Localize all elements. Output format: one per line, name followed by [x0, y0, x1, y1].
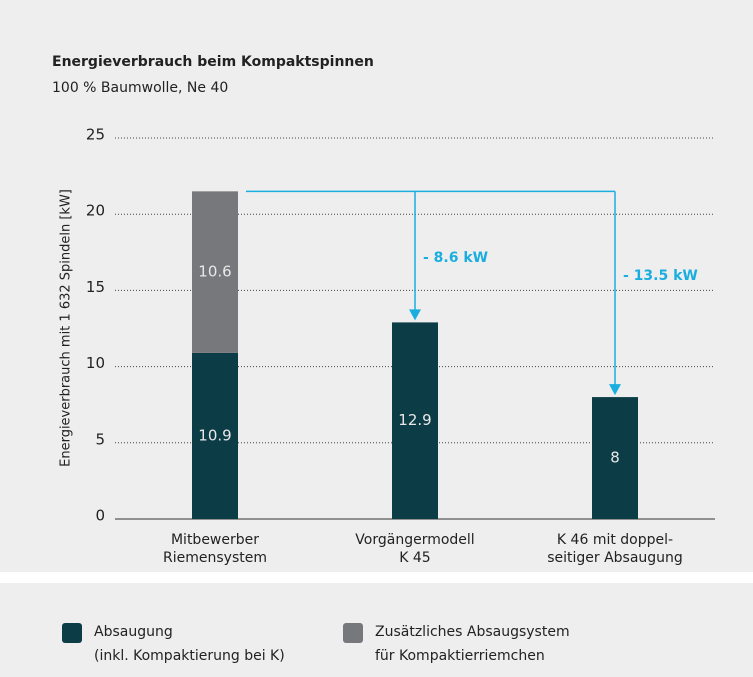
- legend-label-line: Absaugung: [94, 624, 173, 640]
- chart-subtitle: 100 % Baumwolle, Ne 40: [52, 80, 228, 96]
- x-tick-label-line: K 45: [399, 550, 430, 566]
- legend-label-line: Zusätzliches Absaugsystem: [375, 624, 570, 640]
- data-label: 12.9: [398, 411, 431, 429]
- legend-label: Absaugung (inkl. Kompaktierung bei K): [94, 624, 285, 664]
- arrow-head: [409, 309, 421, 321]
- x-tick-label-line: Mitbewerber: [171, 532, 259, 548]
- data-label: 10.9: [198, 426, 231, 444]
- y-tick-label: 15: [86, 278, 105, 296]
- x-tick-label-line: Vorgängermodell: [355, 532, 474, 548]
- x-tick-label-line: Riemensystem: [163, 550, 267, 566]
- y-tick-label: 20: [86, 202, 105, 220]
- x-tick-label: Vorgängermodell K 45: [355, 532, 474, 566]
- data-label: 10.6: [198, 263, 231, 281]
- x-tick-label: K 46 mit doppel-seitiger Absaugung: [547, 532, 683, 566]
- legend-label: Zusätzliches Absaugsystem für Kompaktierr…: [375, 624, 570, 664]
- arrow-head: [609, 384, 621, 396]
- y-tick-label: 5: [95, 430, 105, 448]
- annotation: - 8.6 kW: [423, 250, 488, 266]
- x-tick-label-line: K 46 mit doppel-: [557, 532, 673, 548]
- annotation: - 13.5 kW: [623, 268, 698, 284]
- y-axis-label: Energieverbrauch mit 1 632 Spindeln [kW]: [59, 189, 74, 467]
- bar-segment: [192, 352, 238, 519]
- y-tick-label: 25: [86, 126, 105, 144]
- legend-panel: [0, 583, 753, 677]
- legend-swatch: [62, 623, 82, 643]
- chart-title: Energieverbrauch beim Kompaktspinnen: [52, 54, 374, 70]
- y-tick-label: 0: [95, 507, 105, 525]
- y-tick-label: 10: [86, 354, 105, 372]
- legend-label-line: (inkl. Kompaktierung bei K): [94, 648, 285, 664]
- bar-segment: [592, 397, 638, 519]
- data-label: 8: [610, 449, 620, 467]
- x-tick-label-line: seitiger Absaugung: [547, 550, 683, 566]
- x-tick-label: Mitbewerber Riemensystem: [163, 532, 267, 566]
- bar-segment: [392, 322, 438, 519]
- legend-label-line: für Kompaktierriemchen: [375, 648, 545, 664]
- legend-swatch: [343, 623, 363, 643]
- bar-segment: [192, 191, 238, 353]
